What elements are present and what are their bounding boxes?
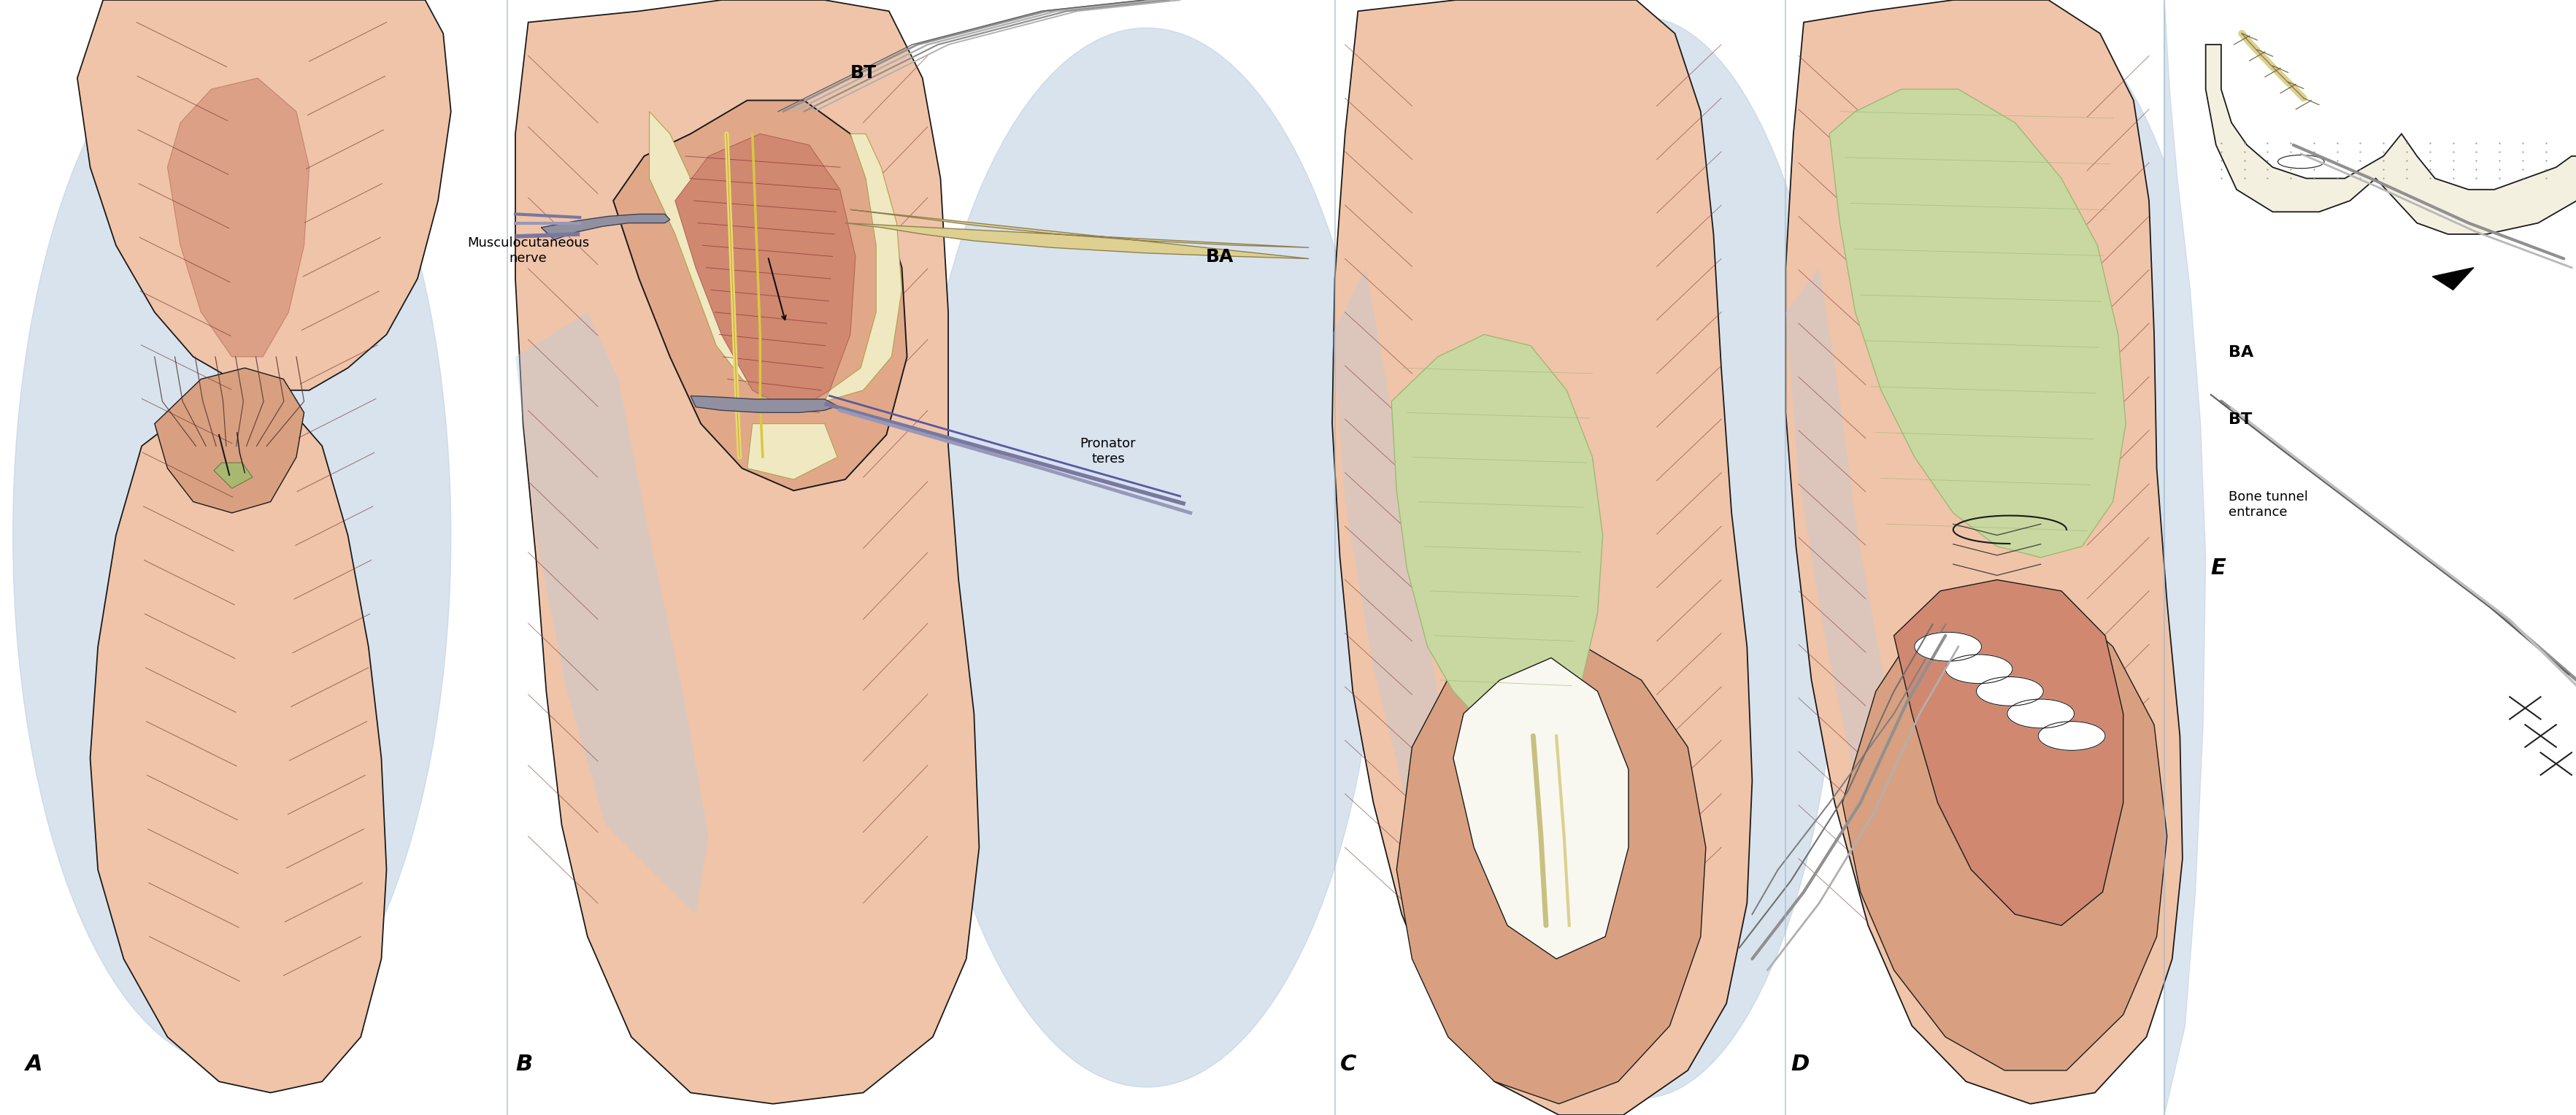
Circle shape xyxy=(1976,677,2043,706)
Circle shape xyxy=(2038,721,2105,750)
Polygon shape xyxy=(2164,0,2205,1115)
Polygon shape xyxy=(1332,268,1463,892)
Polygon shape xyxy=(1396,647,1705,1104)
Circle shape xyxy=(1914,632,1981,661)
Ellipse shape xyxy=(914,28,1378,1087)
Text: C: C xyxy=(1340,1054,1355,1075)
Text: A: A xyxy=(26,1054,44,1075)
Ellipse shape xyxy=(2277,155,2324,168)
Text: Pronator
teres: Pronator teres xyxy=(1079,437,1136,466)
Polygon shape xyxy=(167,78,309,357)
Polygon shape xyxy=(690,396,837,413)
Polygon shape xyxy=(90,390,386,1093)
Polygon shape xyxy=(2432,268,2473,290)
Polygon shape xyxy=(1391,334,1602,736)
Polygon shape xyxy=(1332,0,1752,1115)
Text: D: D xyxy=(1790,1054,1808,1075)
Polygon shape xyxy=(824,134,902,401)
Polygon shape xyxy=(155,368,304,513)
Text: BT: BT xyxy=(850,65,876,81)
Polygon shape xyxy=(515,0,979,1104)
Text: E: E xyxy=(2210,558,2226,579)
Polygon shape xyxy=(845,210,1309,259)
Text: BA: BA xyxy=(2228,346,2254,360)
Text: Bone tunnel
entrance: Bone tunnel entrance xyxy=(2228,491,2308,518)
Polygon shape xyxy=(1785,268,1911,892)
Polygon shape xyxy=(613,100,907,491)
Text: BA: BA xyxy=(1206,249,1234,265)
Polygon shape xyxy=(649,112,799,401)
Ellipse shape xyxy=(13,6,451,1065)
Text: Musculocutaneous
nerve: Musculocutaneous nerve xyxy=(466,236,590,265)
Polygon shape xyxy=(747,424,837,479)
Polygon shape xyxy=(675,134,855,413)
Polygon shape xyxy=(515,312,708,914)
Circle shape xyxy=(2007,699,2074,728)
Polygon shape xyxy=(1829,89,2125,558)
Circle shape xyxy=(1945,655,2012,683)
Polygon shape xyxy=(2205,45,2576,234)
Polygon shape xyxy=(541,214,670,240)
Ellipse shape xyxy=(1443,17,1839,1098)
Text: B: B xyxy=(515,1054,533,1075)
Bar xyxy=(2164,0,2576,1115)
Polygon shape xyxy=(214,463,252,488)
Ellipse shape xyxy=(1824,6,2221,1065)
Text: BT: BT xyxy=(2228,413,2251,427)
Polygon shape xyxy=(1785,0,2182,1104)
Polygon shape xyxy=(1453,658,1628,959)
Polygon shape xyxy=(1842,591,2166,1070)
Polygon shape xyxy=(77,0,451,390)
Polygon shape xyxy=(1893,580,2123,925)
